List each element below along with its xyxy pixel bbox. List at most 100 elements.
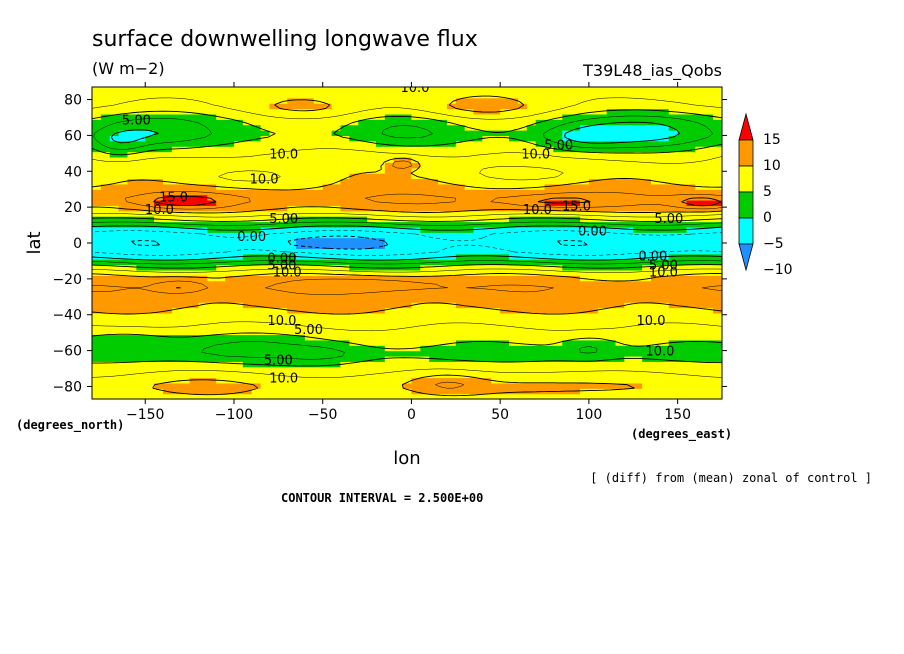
heat-cell: [553, 237, 563, 244]
heat-cell: [535, 296, 546, 303]
heat-cell: [233, 103, 244, 110]
heat-cell: [606, 291, 617, 298]
heat-cell: [375, 302, 386, 309]
heat-cell: [136, 232, 146, 239]
heat-cell: [145, 130, 155, 137]
heat-cell: [287, 146, 297, 153]
heat-cell: [375, 199, 386, 206]
heat-cell: [154, 334, 164, 341]
heat-cell: [367, 243, 377, 249]
heat-cell: [677, 194, 688, 201]
heat-cell: [189, 307, 200, 314]
heat-cell: [322, 183, 333, 190]
heat-cell: [517, 226, 528, 233]
heat-cell: [633, 189, 643, 196]
heat-cell: [597, 119, 608, 126]
heat-cell: [482, 323, 492, 330]
heat-cell: [127, 183, 137, 190]
heat-cell: [198, 232, 208, 239]
heat-cell: [349, 280, 359, 287]
heat-cell: [269, 87, 279, 93]
heatmap-field: [92, 87, 722, 399]
heat-cell: [269, 393, 279, 399]
heat-cell: [154, 205, 164, 212]
heat-cell: [189, 393, 200, 399]
heat-cell: [633, 248, 643, 255]
heat-cell: [136, 205, 146, 212]
heat-cell: [189, 323, 200, 330]
heat-cell: [455, 103, 466, 110]
heat-cell: [455, 140, 466, 147]
heat-cell: [100, 173, 111, 180]
heat-cell: [491, 253, 501, 260]
heat-cell: [349, 372, 359, 379]
heat-cell: [162, 259, 173, 266]
heat-cell: [367, 382, 377, 389]
heat-cell: [127, 296, 137, 303]
heat-cell: [571, 167, 581, 174]
heat-cell: [535, 124, 546, 131]
heat-cell: [375, 275, 386, 282]
heat-cell: [659, 173, 670, 180]
heat-cell: [553, 355, 563, 362]
heat-cell: [393, 329, 404, 336]
heat-cell: [571, 124, 581, 131]
heat-cell: [358, 286, 368, 293]
heat-cell: [500, 388, 510, 395]
heat-cell: [136, 243, 146, 249]
heat-cell: [615, 243, 625, 249]
heat-cell: [384, 329, 395, 336]
heat-cell: [384, 130, 395, 137]
heat-cell: [162, 183, 173, 190]
heat-cell: [180, 167, 191, 174]
heat-cell: [677, 113, 688, 120]
heat-cell: [287, 243, 297, 249]
heat-cell: [597, 243, 608, 249]
heat-cell: [296, 92, 306, 99]
heat-cell: [278, 124, 288, 131]
heat-cell: [349, 140, 359, 147]
heat-cell: [668, 232, 679, 239]
heat-cell: [668, 97, 679, 104]
heat-cell: [304, 135, 315, 142]
heat-cell: [136, 119, 146, 126]
heat-cell: [180, 151, 191, 158]
heat-cell: [597, 173, 608, 180]
heat-cell: [668, 205, 679, 212]
heat-cell: [393, 355, 404, 362]
heat-cell: [242, 264, 253, 271]
heat-cell: [349, 237, 359, 244]
heat-cell: [260, 199, 271, 206]
heat-cell: [180, 248, 191, 255]
heat-cell: [109, 87, 120, 93]
heat-cell: [544, 366, 555, 373]
heat-cell: [402, 119, 413, 126]
heat-cell: [393, 146, 404, 153]
heat-cell: [349, 350, 359, 357]
heat-cell: [615, 92, 625, 99]
heat-cell: [127, 366, 137, 373]
heat-cell: [686, 323, 696, 330]
heat-cell: [171, 237, 182, 244]
heat-cell: [624, 286, 634, 293]
heat-cell: [713, 372, 722, 379]
heat-cell: [127, 146, 137, 153]
heat-cell: [127, 113, 137, 120]
heat-cell: [659, 355, 670, 362]
heat-cell: [633, 334, 643, 341]
heat-cell: [340, 103, 350, 110]
heat-cell: [695, 382, 705, 389]
heat-cell: [127, 237, 137, 244]
heat-cell: [260, 210, 271, 217]
heat-cell: [216, 382, 226, 389]
heat-cell: [251, 173, 262, 180]
heat-cell: [207, 334, 217, 341]
heat-cell: [535, 382, 546, 389]
heat-cell: [313, 210, 324, 217]
heat-cell: [464, 103, 475, 110]
heat-cell: [127, 156, 137, 163]
heat-cell: [535, 146, 546, 153]
heat-cell: [145, 151, 155, 158]
heat-cell: [633, 350, 643, 357]
heat-cell: [420, 151, 430, 158]
